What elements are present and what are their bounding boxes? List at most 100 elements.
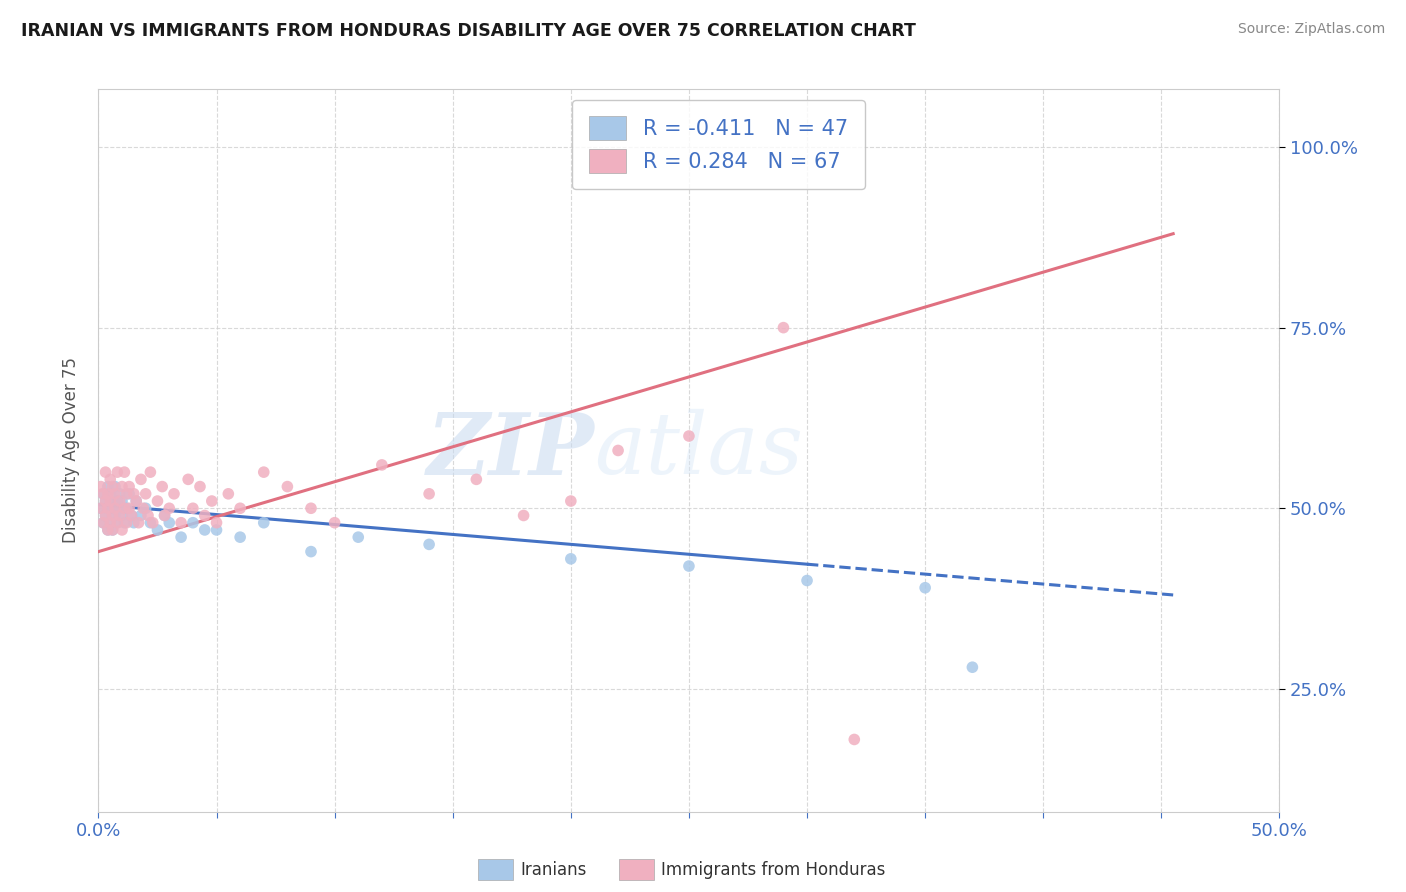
Point	[125, 494, 148, 508]
Point	[118, 487, 141, 501]
Point	[177, 472, 200, 486]
Point	[276, 480, 298, 494]
Point	[94, 494, 117, 508]
Point	[90, 480, 112, 494]
Point	[135, 487, 157, 501]
Legend: R = -0.411   N = 47, R = 0.284   N = 67: R = -0.411 N = 47, R = 0.284 N = 67	[572, 100, 865, 189]
Point	[129, 508, 152, 523]
Point	[299, 544, 322, 558]
Point	[97, 523, 120, 537]
Point	[104, 487, 127, 501]
Point	[101, 523, 124, 537]
Point	[142, 516, 165, 530]
Point	[135, 501, 157, 516]
Point	[914, 581, 936, 595]
Point	[105, 516, 128, 530]
Point	[122, 487, 145, 501]
Point	[91, 487, 114, 501]
Point	[108, 487, 131, 501]
Text: atlas: atlas	[595, 409, 804, 491]
Point	[94, 508, 117, 523]
Point	[128, 516, 150, 530]
Point	[101, 523, 124, 537]
Point	[560, 551, 582, 566]
Point	[181, 501, 204, 516]
Text: ZIP: ZIP	[426, 409, 595, 492]
Point	[418, 487, 440, 501]
Point	[94, 465, 117, 479]
Point	[111, 480, 134, 494]
Point	[844, 732, 866, 747]
Point	[98, 494, 121, 508]
Point	[111, 508, 134, 523]
Point	[163, 487, 186, 501]
Point	[205, 516, 228, 530]
Point	[560, 494, 582, 508]
Point	[188, 480, 211, 494]
Point	[98, 516, 121, 530]
Point	[104, 508, 127, 523]
Point	[118, 480, 141, 494]
Point	[181, 516, 204, 530]
Point	[125, 494, 148, 508]
Point	[115, 487, 138, 501]
Point	[118, 501, 141, 516]
Point	[101, 501, 124, 516]
Point	[104, 501, 127, 516]
Point	[194, 508, 217, 523]
Point	[121, 508, 143, 523]
Point	[101, 480, 124, 494]
Point	[323, 516, 346, 530]
Point	[678, 559, 700, 574]
Text: IRANIAN VS IMMIGRANTS FROM HONDURAS DISABILITY AGE OVER 75 CORRELATION CHART: IRANIAN VS IMMIGRANTS FROM HONDURAS DISA…	[21, 22, 915, 40]
Point	[90, 501, 112, 516]
Point	[170, 530, 193, 544]
Point	[104, 480, 127, 494]
Point	[94, 494, 117, 508]
Point	[105, 494, 128, 508]
Point	[115, 501, 138, 516]
Point	[150, 480, 173, 494]
Point	[91, 487, 114, 501]
Y-axis label: Disability Age Over 75: Disability Age Over 75	[62, 358, 80, 543]
Point	[98, 494, 121, 508]
Point	[607, 443, 630, 458]
Point	[205, 523, 228, 537]
Point	[253, 516, 276, 530]
Point	[97, 487, 120, 501]
Point	[97, 501, 120, 516]
Point	[229, 501, 252, 516]
Point	[112, 465, 135, 479]
Point	[465, 472, 488, 486]
Point	[91, 516, 114, 530]
Point	[139, 465, 162, 479]
Point	[962, 660, 984, 674]
Point	[108, 501, 131, 516]
Point	[796, 574, 818, 588]
Point	[146, 523, 169, 537]
Point	[153, 508, 176, 523]
Point	[97, 480, 120, 494]
Point	[97, 501, 120, 516]
Point	[132, 501, 155, 516]
Point	[229, 530, 252, 544]
Point	[98, 487, 121, 501]
Point	[111, 523, 134, 537]
Point	[217, 487, 239, 501]
Point	[678, 429, 700, 443]
Point	[772, 320, 794, 334]
Point	[115, 516, 138, 530]
Point	[201, 494, 224, 508]
Text: Source: ZipAtlas.com: Source: ZipAtlas.com	[1237, 22, 1385, 37]
Point	[112, 501, 135, 516]
Point	[347, 530, 370, 544]
Point	[105, 465, 128, 479]
Point	[111, 494, 134, 508]
Point	[157, 501, 180, 516]
Point	[418, 537, 440, 551]
Point	[146, 494, 169, 508]
Point	[371, 458, 394, 472]
Point	[108, 508, 131, 523]
Point	[112, 516, 135, 530]
Point	[97, 523, 120, 537]
